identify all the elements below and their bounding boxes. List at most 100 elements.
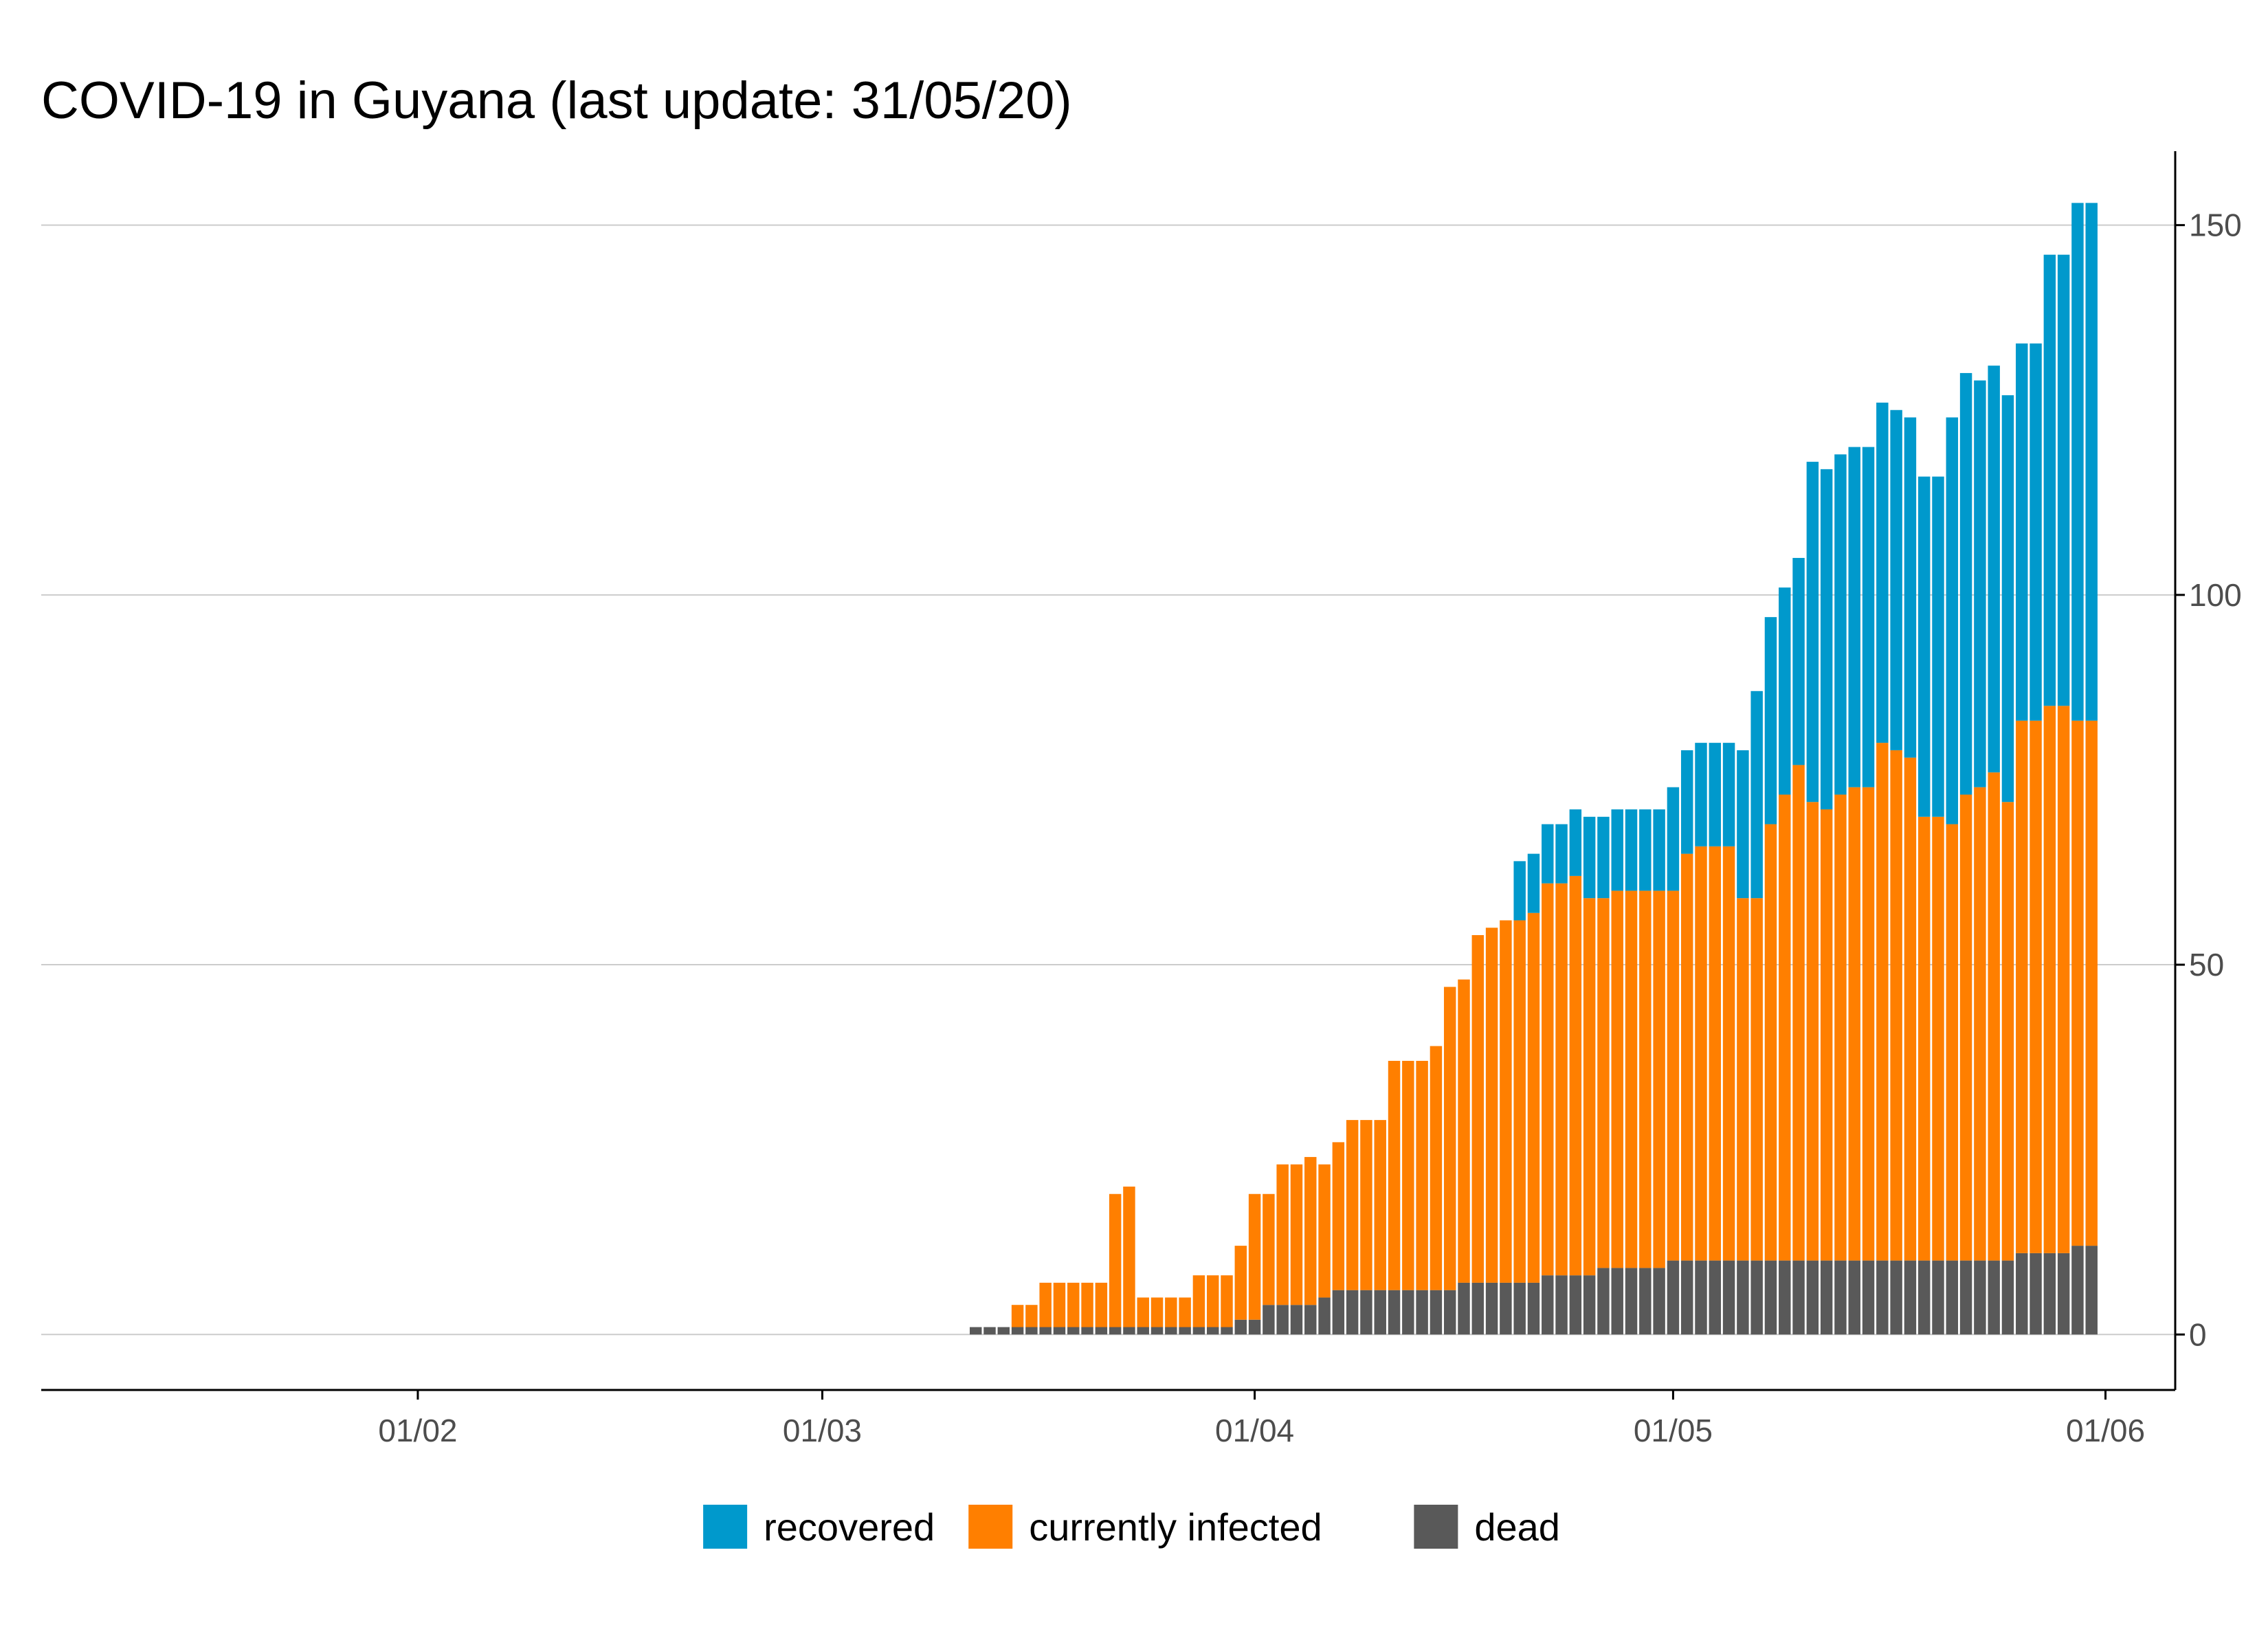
bar-dead-2020-05-03 [1695,1260,1707,1335]
chart-title: COVID-19 in Guyana (last update: 31/05/2… [41,71,1072,130]
bar-currently-infected-2020-03-20 [1081,1282,1093,1327]
bar-dead-2020-04-30 [1653,1268,1665,1335]
bar-recovered-2020-04-27 [1611,809,1623,891]
bar-currently-infected-2020-05-15 [1862,787,1875,1261]
bar-dead-2020-04-21 [1527,1282,1540,1335]
bar-dead-2020-03-27 [1179,1327,1191,1335]
bar-currently-infected-2020-04-19 [1500,920,1512,1283]
bar-recovered-2020-05-29 [2057,254,2070,706]
bar-currently-infected-2020-04-09 [1360,1120,1372,1290]
bar-recovered-2020-05-10 [1792,558,1805,765]
bar-recovered-2020-04-20 [1513,861,1526,921]
bar-recovered-2020-05-02 [1680,750,1693,854]
y-tick-label: 150 [2189,207,2242,243]
bar-currently-infected-2020-05-05 [1722,846,1735,1261]
bar-currently-infected-2020-05-22 [1959,794,1972,1261]
bar-dead-2020-05-28 [2043,1253,2056,1335]
bar-recovered-2020-05-31 [2085,203,2098,721]
bar-currently-infected-2020-04-22 [1542,883,1554,1276]
x-tick-label: 01/06 [2066,1413,2145,1448]
bar-dead-2020-04-26 [1597,1268,1610,1335]
bar-dead-2020-04-02 [1263,1305,1275,1335]
bars [969,203,2098,1335]
bar-dead-2020-04-17 [1471,1282,1485,1335]
bar-currently-infected-2020-05-08 [1764,824,1777,1261]
bar-recovered-2020-05-26 [2016,343,2028,721]
bar-dead-2020-03-20 [1081,1327,1093,1335]
bar-currently-infected-2020-04-03 [1276,1164,1289,1305]
bar-currently-infected-2020-05-12 [1820,809,1833,1261]
bar-dead-2020-05-26 [2016,1253,2028,1335]
bar-currently-infected-2020-05-03 [1695,846,1707,1261]
bar-currently-infected-2020-04-02 [1263,1193,1275,1305]
bar-dead-2020-05-13 [1834,1260,1847,1335]
bar-dead-2020-05-16 [1876,1260,1889,1335]
bar-dead-2020-03-26 [1165,1327,1177,1335]
bar-recovered-2020-05-23 [1974,380,1986,787]
bar-recovered-2020-05-30 [2071,203,2084,721]
bar-currently-infected-2020-05-16 [1876,743,1889,1261]
bar-dead-2020-05-21 [1946,1260,1959,1335]
bar-currently-infected-2020-04-11 [1388,1060,1401,1290]
x-tick-label: 01/04 [1215,1413,1294,1448]
legend: recovered currently infected dead [703,1505,1560,1549]
x-tick-label: 01/05 [1634,1413,1713,1448]
bar-currently-infected-2020-04-21 [1527,912,1540,1283]
bar-recovered-2020-05-05 [1722,743,1735,846]
bar-dead-2020-04-28 [1625,1268,1638,1335]
bar-dead-2020-03-25 [1150,1327,1164,1335]
bar-currently-infected-2020-05-06 [1737,898,1749,1261]
bar-currently-infected-2020-04-17 [1471,935,1485,1283]
bar-dead-2020-05-15 [1862,1260,1875,1335]
bar-dead-2020-03-31 [1234,1319,1247,1335]
bar-recovered-2020-05-04 [1709,743,1722,846]
bar-currently-infected-2020-04-08 [1346,1120,1359,1290]
bar-dead-2020-03-13 [983,1327,996,1335]
bar-currently-infected-2020-04-10 [1374,1120,1386,1290]
bar-recovered-2020-05-12 [1820,469,1833,810]
bar-recovered-2020-04-21 [1527,853,1540,913]
bar-currently-infected-2020-03-25 [1150,1297,1164,1327]
bar-dead-2020-03-19 [1067,1327,1080,1335]
bar-currently-infected-2020-04-24 [1569,875,1582,1276]
bar-recovered-2020-05-16 [1876,402,1889,743]
bar-dead-2020-05-14 [1848,1260,1860,1335]
bar-currently-infected-2020-04-26 [1597,898,1610,1268]
bar-recovered-2020-04-28 [1625,809,1638,891]
bar-dead-2020-05-27 [2030,1253,2042,1335]
bar-currently-infected-2020-05-14 [1848,787,1860,1261]
bar-dead-2020-05-24 [1988,1260,2000,1335]
bar-currently-infected-2020-05-02 [1680,853,1693,1261]
bar-recovered-2020-05-13 [1834,454,1847,795]
bar-dead-2020-05-12 [1820,1260,1833,1335]
bar-currently-infected-2020-03-26 [1165,1297,1177,1327]
bar-currently-infected-2020-05-29 [2057,706,2070,1253]
bar-dead-2020-03-17 [1039,1327,1052,1335]
legend-swatch-currently-infected [968,1505,1013,1549]
bar-currently-infected-2020-05-11 [1806,802,1819,1261]
bar-recovered-2020-04-23 [1555,824,1568,884]
bar-dead-2020-03-18 [1053,1327,1066,1335]
bar-dead-2020-03-22 [1109,1327,1122,1335]
y-tick-label: 0 [2189,1316,2207,1352]
bar-currently-infected-2020-03-21 [1095,1282,1108,1327]
bar-recovered-2020-05-08 [1764,617,1777,824]
bar-dead-2020-04-24 [1569,1275,1582,1335]
bar-recovered-2020-05-22 [1959,372,1972,795]
bar-recovered-2020-05-25 [2001,395,2014,803]
bar-recovered-2020-04-30 [1653,809,1665,891]
bar-recovered-2020-05-06 [1737,750,1749,899]
bar-recovered-2020-05-24 [1988,366,2000,773]
bar-currently-infected-2020-05-30 [2071,720,2084,1246]
x-tick-label: 01/03 [783,1413,862,1448]
bar-currently-infected-2020-05-23 [1974,787,1986,1261]
bar-currently-infected-2020-03-19 [1067,1282,1080,1327]
bar-currently-infected-2020-04-01 [1248,1193,1261,1320]
bar-recovered-2020-05-21 [1946,417,1959,824]
bar-currently-infected-2020-03-28 [1192,1275,1205,1327]
axes: 01/02 01/03 01/04 01/05 01/06 0 50 100 150 [41,151,2242,1448]
bar-dead-2020-04-04 [1290,1305,1303,1335]
bar-recovered-2020-05-14 [1848,447,1860,787]
bar-recovered-2020-05-15 [1862,447,1875,787]
legend-label-dead: dead [1474,1505,1560,1549]
